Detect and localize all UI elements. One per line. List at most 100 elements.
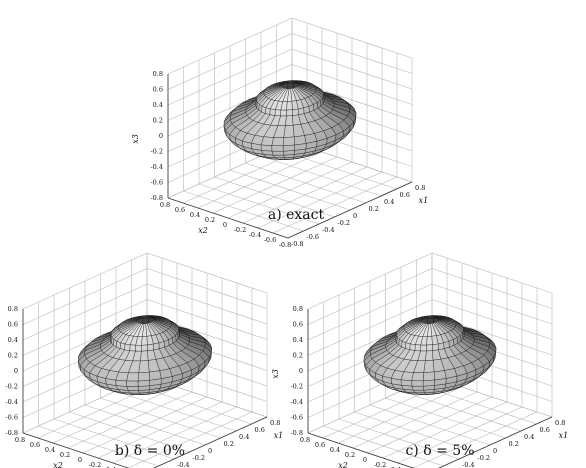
grid-line [291,64,413,105]
grid-line [352,391,478,449]
x1-axis-label: x1 [274,431,284,440]
x3-tick-label: 0.4 [293,336,303,344]
x3-tick-label: 0.4 [8,336,18,344]
grid-line [197,151,323,209]
x3-tick-label: -0.2 [5,383,18,391]
x1-tick-label: -0.4 [177,461,190,468]
caption-exact: a) exact [246,207,346,223]
x3-tick-label: 0.8 [293,305,303,313]
axis-names: x3 x2 x1 [131,134,428,235]
x2-tick-label: -0.2 [89,461,102,468]
x3-axis-label: x3 [271,369,280,379]
tick-labels: 0.80.60.40.20-0.2-0.4-0.6-0.80.80.60.40.… [150,70,425,249]
x3-tick-label: 0.2 [8,352,18,360]
x2-tick-label: 0.6 [315,441,325,449]
grid-line [260,155,382,197]
grid-line [431,283,553,325]
caption-text: δ = 5% [423,443,475,459]
grid-line [431,268,553,309]
surface-patch [411,380,424,387]
x2-tick-label: -0.4 [389,466,402,468]
x1-tick-label: -0.6 [307,233,320,241]
x1-tick-label: -0.2 [193,454,206,462]
grid-line [385,397,506,439]
x3-tick-label: 0.6 [8,321,18,329]
surface-patch [147,343,154,351]
axis-line [287,181,413,239]
grid-line [307,252,433,310]
x2-axis-label: x2 [338,461,348,468]
x1-tick-label: 0 [353,212,357,220]
x1-tick-label: 0.6 [540,426,550,434]
plot-panel-delta-0: 0.80.60.40.20-0.2-0.4-0.6-0.80.80.60.40.… [5,252,283,468]
grid-line [167,48,293,106]
x3-tick-label: -0.4 [290,398,303,406]
x2-tick-label: 0 [223,221,227,229]
grid-line [67,391,193,449]
grid-line [146,283,268,325]
surface-patch [423,371,435,381]
x2-tick-label: -0.4 [104,466,117,468]
x1-tick-label: 0.2 [224,440,234,448]
surface-patch [260,144,273,152]
grid-line [167,17,293,75]
x1-tick-label: 0.6 [400,191,410,199]
x2-tick-label: 0.6 [175,206,185,214]
surface-patch [271,145,284,152]
x2-tick-label: -0.2 [234,226,247,234]
surface-patch [409,343,416,351]
surface-patch [141,344,148,352]
surface-patch [280,109,287,117]
x1-tick-label: 0.6 [255,426,265,434]
x3-tick-label: -0.2 [290,383,303,391]
surface-patch [292,108,299,116]
x2-tick-label: 0.2 [345,451,355,459]
surface-patch [283,125,295,138]
x2-axis-label: x2 [198,226,208,235]
surface-patch [129,344,136,352]
grid-line [307,283,433,341]
surface-patch [411,385,424,391]
grid-line [400,390,522,432]
grid-line [307,299,433,356]
x3-tick-label: 0 [14,367,18,375]
grid-line [367,396,493,454]
x1-tick-label: -0.4 [322,226,335,234]
surface-patch [285,115,294,126]
surface-patch [135,345,142,352]
x3-tick-label: -0.6 [150,179,163,187]
grid-line [291,17,413,59]
x1-axis-label: x1 [419,196,429,205]
axis-frame [167,74,413,239]
surface-patch [286,101,293,111]
surface-patch [126,380,139,387]
x1-tick-label: -0.4 [462,461,475,468]
x2-tick-label: 0 [78,456,82,464]
x3-tick-label: -0.8 [5,429,18,437]
surface-patch [149,378,162,386]
grid-line [22,252,148,310]
surface-patch [412,389,425,393]
grid-line [212,156,338,214]
surface-patch [124,343,131,351]
caption-prefix: a) [267,207,282,223]
x1-tick-label: 0.2 [369,205,379,213]
x3-tick-label: -0.6 [290,414,303,422]
grid-line [431,299,553,340]
surface-patch [141,336,148,346]
caption-prefix: b) [114,443,130,459]
surface [363,315,497,395]
surface-patch [426,344,433,352]
grid-line [431,252,553,294]
x3-tick-label: 0.4 [153,101,163,109]
surface [223,80,357,160]
axis-line [438,416,553,468]
x3-axis-label: x3 [131,134,140,144]
surface-patch [283,144,295,152]
tick-labels: 0.80.60.40.20-0.2-0.4-0.6-0.80.80.60.40.… [5,305,280,468]
plot-panel-delta-5: 0.80.60.40.20-0.2-0.4-0.6-0.80.80.60.40.… [271,252,568,468]
surface-patch [400,379,413,387]
x1-tick-label: 0 [208,447,212,455]
grid-line [245,162,366,204]
surface-patch [127,390,140,394]
